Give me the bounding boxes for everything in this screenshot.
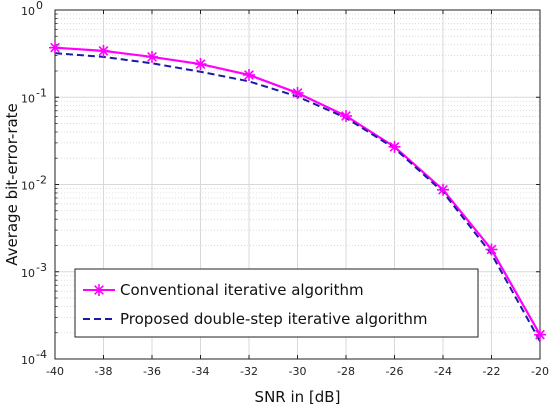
marker-stroke (292, 88, 303, 98)
y-tick-label: 10 (21, 180, 35, 193)
series-1-point (194, 58, 207, 71)
marker-stroke (50, 42, 60, 53)
x-tick-label: -36 (143, 365, 161, 378)
marker-stroke (147, 52, 157, 62)
marker-stroke (341, 111, 351, 121)
x-tick-label: -20 (531, 365, 549, 378)
x-tick-label: -40 (46, 365, 64, 378)
series-1-point (388, 140, 401, 153)
marker-stroke (244, 70, 254, 80)
y-tick-exponent: 0 (36, 0, 43, 12)
legend-label: Conventional iterative algorithm (120, 281, 364, 299)
series-1-point (485, 243, 498, 256)
y-tick-exponent: -1 (36, 86, 47, 99)
y-tick-label: 10 (21, 267, 35, 280)
x-tick-label: -24 (434, 365, 452, 378)
x-tick-label: -34 (192, 365, 210, 378)
x-tick-label: -30 (289, 365, 307, 378)
marker-stroke (98, 45, 109, 56)
legend: Conventional iterative algorithm Proposed… (74, 268, 479, 338)
legend-label: Proposed double-step iterative algorithm (120, 310, 428, 328)
series-1-point (340, 109, 352, 122)
series-1-point (97, 44, 110, 57)
series-1-point (534, 328, 546, 341)
series-1-point (437, 183, 449, 196)
y-tick-label: 10 (21, 92, 35, 105)
y-axis-label: Average bit-error-rate (3, 103, 21, 266)
marker-stroke (94, 285, 104, 295)
legend-entry-1: Conventional iterative algorithm (83, 281, 364, 299)
series-1-point (243, 68, 255, 81)
x-tick-label: -26 (386, 365, 404, 378)
x-axis-ticks: -40 -38 -36 -34 -32 -30 -28 -26 -24 -22 -20 (46, 10, 549, 378)
series-1-point (49, 41, 61, 54)
marker-stroke (195, 59, 206, 69)
x-tick-label: -22 (483, 365, 501, 378)
x-axis-label: SNR in [dB] (255, 388, 341, 406)
series-1-point (146, 50, 158, 63)
y-tick-exponent: -2 (36, 174, 47, 187)
x-tick-label: -38 (95, 365, 113, 378)
marker-stroke (486, 244, 497, 255)
legend-entry-2: Proposed double-step iterative algorithm (83, 310, 428, 328)
x-tick-label: -32 (240, 365, 258, 378)
y-tick-exponent: -4 (36, 348, 47, 361)
y-tick-label: 10 (21, 354, 35, 367)
series-1-point (291, 86, 304, 99)
x-tick-label: -28 (337, 365, 355, 378)
y-tick-exponent: -3 (36, 261, 47, 274)
y-tick-label: 10 (21, 5, 35, 18)
series-layer (49, 41, 546, 342)
legend-marker (93, 284, 105, 296)
marker-stroke (389, 141, 400, 152)
marker-stroke (438, 184, 448, 195)
marker-stroke (535, 329, 545, 340)
legend-box (74, 268, 479, 338)
